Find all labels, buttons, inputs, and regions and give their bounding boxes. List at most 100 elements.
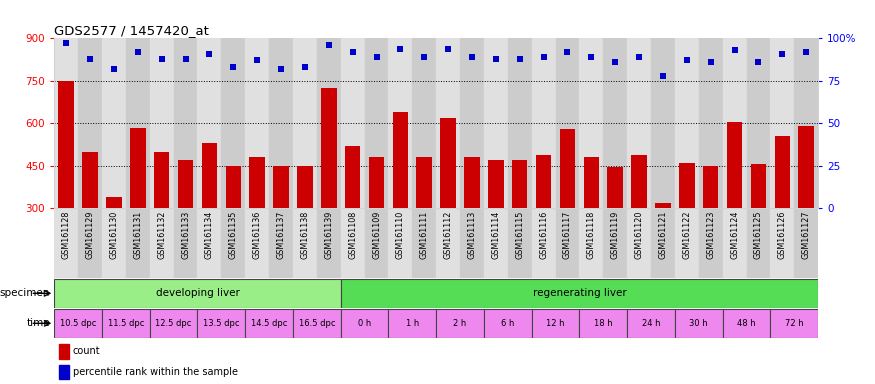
Bar — [465, 157, 480, 208]
Bar — [651, 208, 675, 278]
Bar — [798, 126, 814, 208]
Bar — [751, 164, 766, 208]
Bar — [774, 136, 790, 208]
Bar — [126, 208, 150, 278]
Bar — [270, 208, 293, 278]
Text: GSM161127: GSM161127 — [802, 210, 811, 259]
Bar — [632, 154, 647, 208]
Point — [441, 46, 455, 52]
Point — [369, 54, 383, 60]
Bar — [579, 208, 603, 278]
Bar — [393, 112, 408, 208]
Text: 72 h: 72 h — [785, 319, 803, 328]
Bar — [556, 208, 579, 278]
Bar — [340, 38, 365, 208]
Bar — [416, 157, 432, 208]
Bar — [102, 309, 150, 338]
Bar — [102, 38, 126, 208]
Bar — [675, 309, 723, 338]
Point — [155, 56, 169, 62]
Bar — [679, 163, 695, 208]
Bar — [249, 157, 265, 208]
Bar — [198, 208, 221, 278]
Point — [513, 56, 527, 62]
Point — [752, 59, 766, 65]
Text: GSM161138: GSM161138 — [300, 210, 310, 259]
Point — [322, 42, 336, 48]
Text: GSM161108: GSM161108 — [348, 210, 357, 259]
Bar — [532, 309, 579, 338]
Bar — [245, 208, 270, 278]
Text: GSM161134: GSM161134 — [205, 210, 213, 259]
Bar — [365, 38, 388, 208]
Bar — [126, 38, 150, 208]
Bar — [437, 38, 460, 208]
Text: regenerating liver: regenerating liver — [533, 288, 626, 298]
Point — [346, 49, 360, 55]
Bar — [794, 208, 818, 278]
Bar — [651, 38, 675, 208]
Bar — [746, 38, 770, 208]
Bar — [150, 38, 173, 208]
Text: GSM161115: GSM161115 — [515, 210, 524, 259]
Bar — [226, 166, 241, 208]
Bar — [723, 38, 746, 208]
Point — [775, 51, 789, 57]
Point — [227, 64, 241, 70]
Text: GSM161121: GSM161121 — [659, 210, 668, 259]
Bar — [579, 38, 603, 208]
Text: GSM161124: GSM161124 — [730, 210, 739, 259]
Bar — [293, 38, 317, 208]
Bar — [746, 208, 770, 278]
Bar — [54, 279, 340, 308]
Bar — [675, 208, 699, 278]
Text: 0 h: 0 h — [358, 319, 371, 328]
Bar — [532, 38, 556, 208]
Text: developing liver: developing liver — [156, 288, 240, 298]
Text: GSM161130: GSM161130 — [109, 210, 118, 259]
Text: 11.5 dpc: 11.5 dpc — [108, 319, 144, 328]
Text: 12 h: 12 h — [546, 319, 564, 328]
Bar — [556, 38, 579, 208]
Bar — [584, 157, 599, 208]
Bar — [298, 166, 312, 208]
Bar — [723, 309, 770, 338]
Bar — [245, 309, 293, 338]
Bar — [54, 38, 78, 208]
Text: 18 h: 18 h — [594, 319, 612, 328]
Point — [728, 47, 742, 53]
Bar — [198, 38, 221, 208]
Bar — [655, 203, 671, 208]
Bar — [484, 309, 532, 338]
Point — [130, 49, 144, 55]
Bar — [317, 208, 340, 278]
Bar — [507, 38, 532, 208]
Bar — [340, 309, 388, 338]
Text: GSM161132: GSM161132 — [158, 210, 166, 259]
Bar — [317, 38, 340, 208]
Bar — [59, 344, 69, 359]
Text: time: time — [26, 318, 50, 328]
Text: 13.5 dpc: 13.5 dpc — [203, 319, 240, 328]
Point — [417, 54, 431, 60]
Bar — [245, 38, 270, 208]
Text: 16.5 dpc: 16.5 dpc — [298, 319, 335, 328]
Text: GSM161110: GSM161110 — [396, 210, 405, 259]
Point — [178, 56, 192, 62]
Point — [656, 73, 670, 79]
Point — [394, 46, 408, 52]
Bar — [437, 208, 460, 278]
Bar — [198, 309, 245, 338]
Bar — [627, 309, 675, 338]
Bar — [607, 167, 623, 208]
Bar — [603, 38, 627, 208]
Text: GDS2577 / 1457420_at: GDS2577 / 1457420_at — [54, 24, 209, 37]
Bar — [365, 208, 388, 278]
Text: GSM161122: GSM161122 — [682, 210, 691, 259]
Bar — [150, 309, 198, 338]
Point — [704, 59, 717, 65]
Bar — [388, 309, 437, 338]
Bar — [437, 309, 484, 338]
Text: GSM161125: GSM161125 — [754, 210, 763, 259]
Text: GSM161129: GSM161129 — [86, 210, 94, 259]
